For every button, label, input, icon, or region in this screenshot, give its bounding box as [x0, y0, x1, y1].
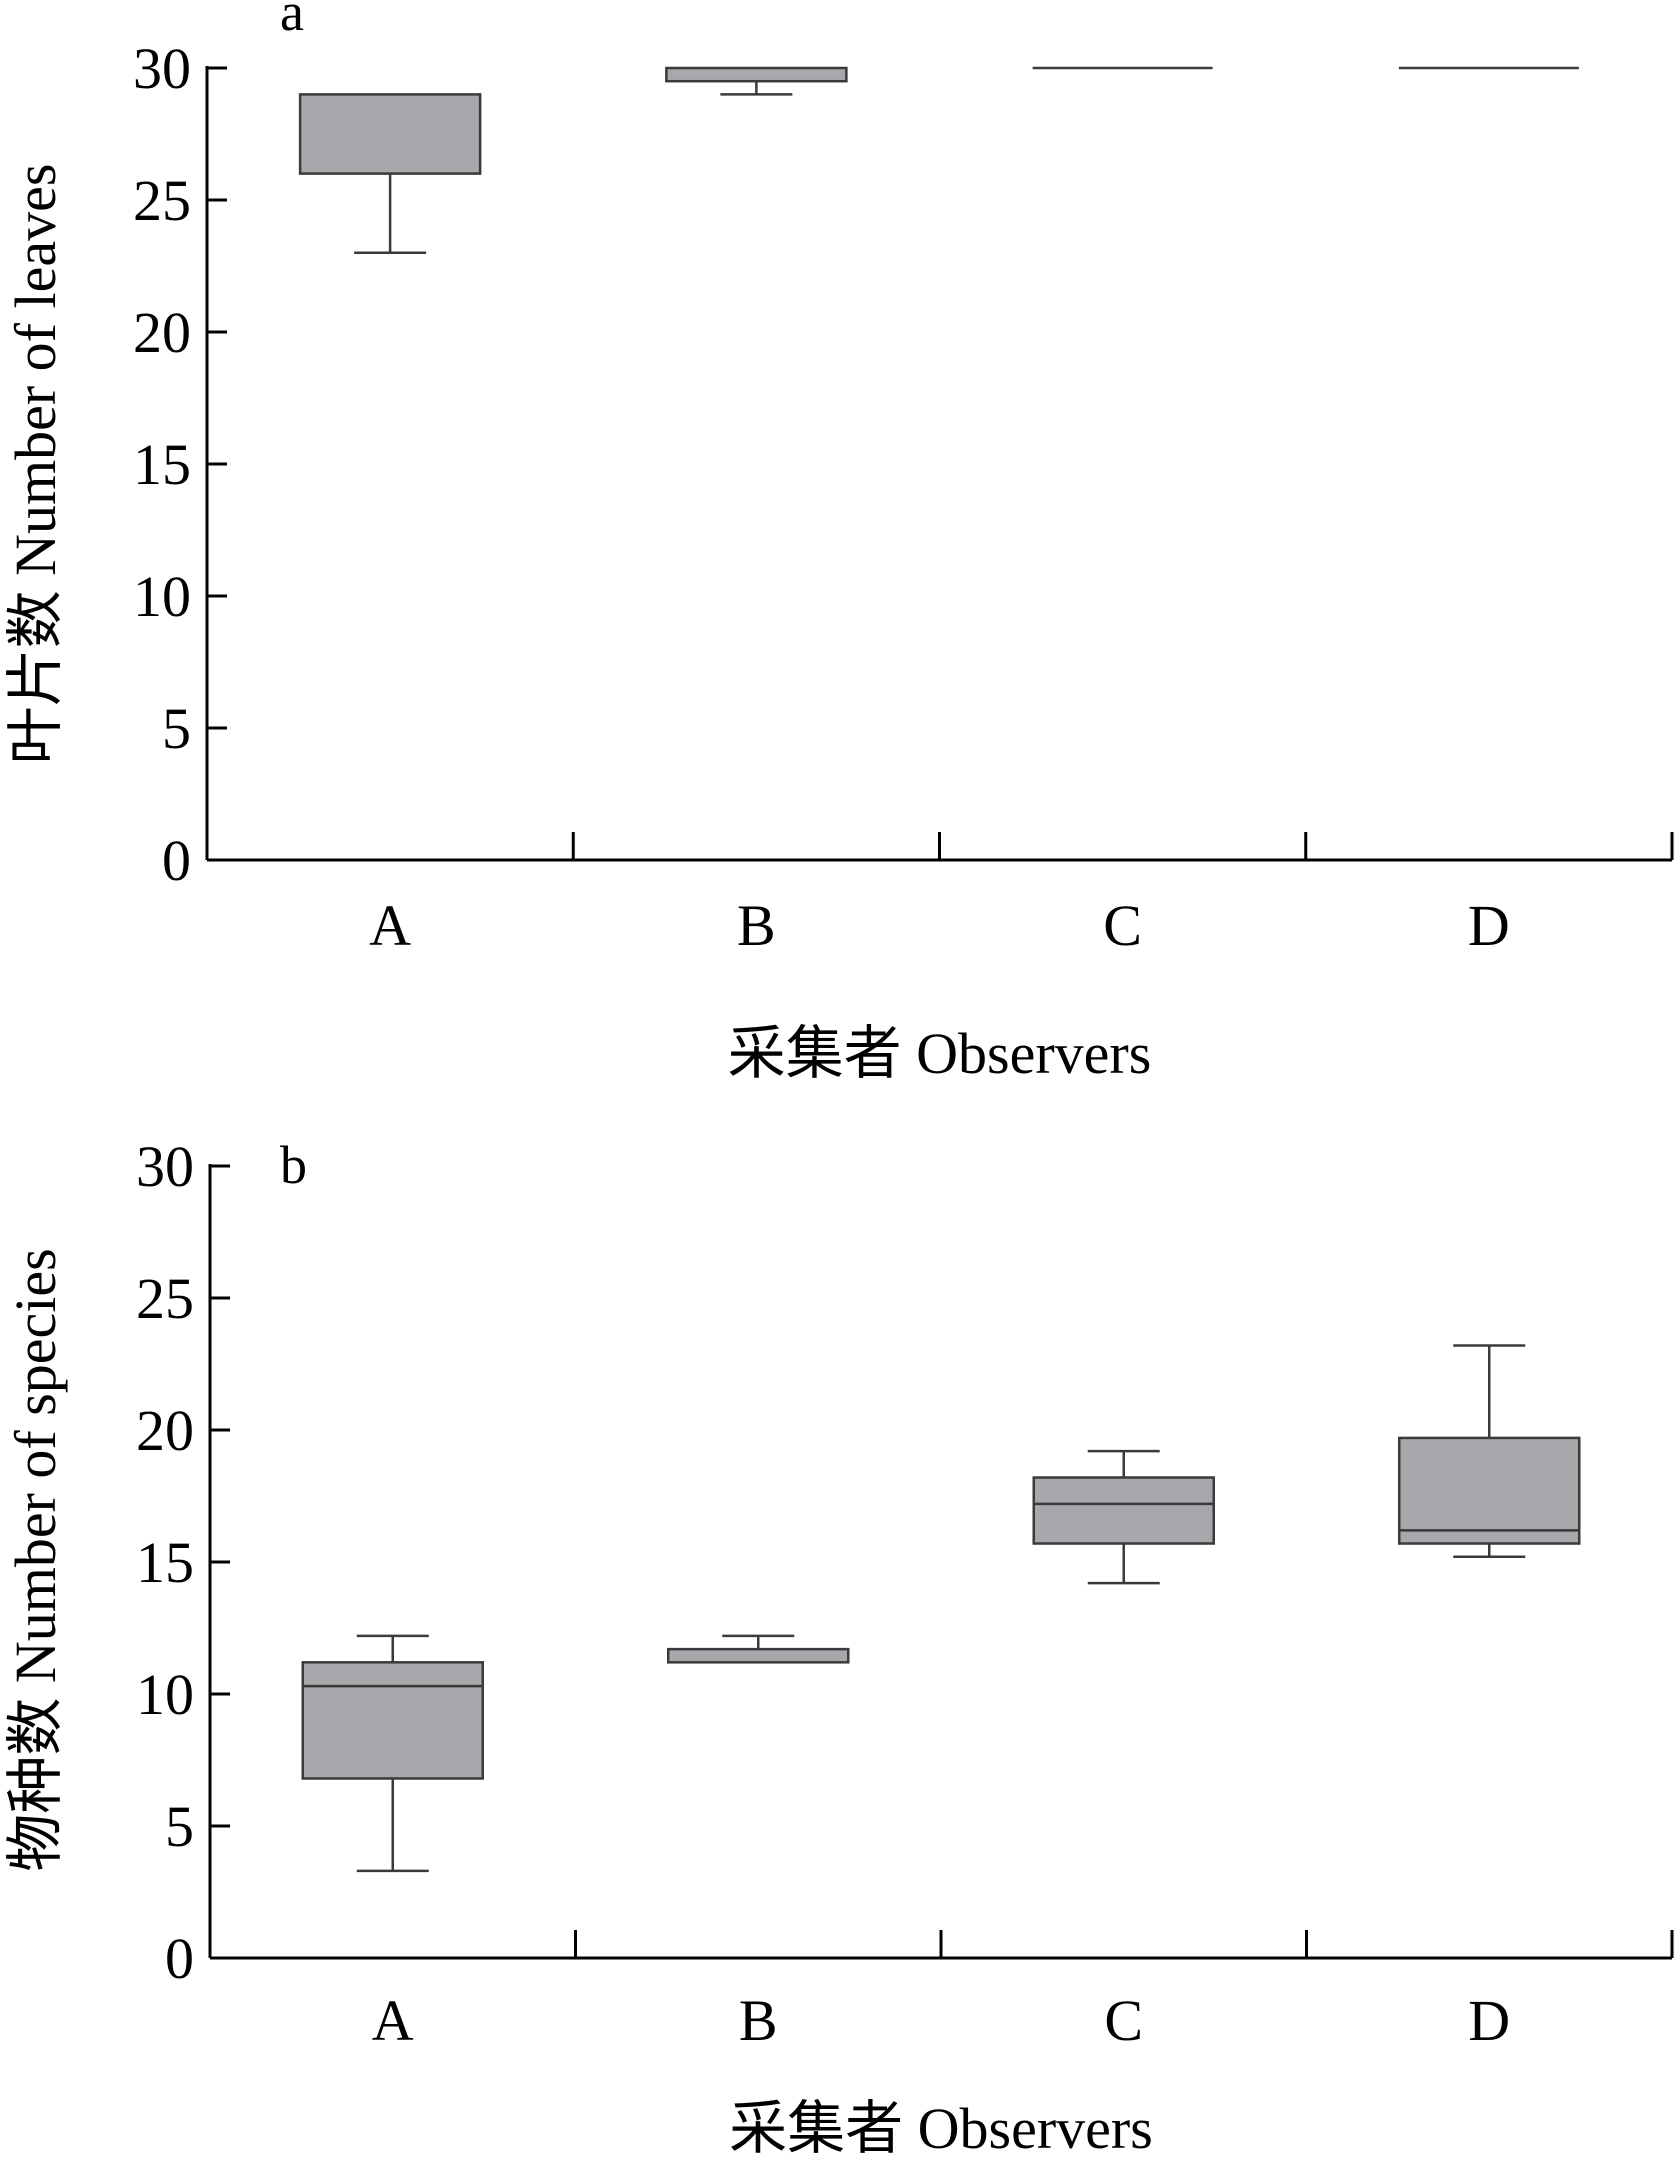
box-C [1032, 1449, 1215, 1585]
y-axis-title: 叶片数 Number of leaves [3, 164, 68, 765]
y-tick-label: 5 [162, 696, 191, 761]
panel-b: 0 5 10 15 20 25 30 A B C Db 采集者 Observers 物种数 Number… [3, 1134, 1674, 2160]
x-tick-label-D: D [1468, 893, 1510, 958]
y-tick-label: 20 [133, 300, 191, 365]
box-body [301, 1661, 484, 1780]
y-tick-label: 0 [162, 828, 191, 893]
y-tick-label: 25 [136, 1266, 194, 1331]
x-tick-label-A: A [369, 893, 411, 958]
x-axis-title: 采集者 Observers [729, 2096, 1153, 2160]
y-tick-label: 10 [136, 1662, 194, 1727]
panel-letter: a [280, 0, 304, 42]
y-tick-label: 30 [133, 36, 191, 101]
box-A [298, 93, 482, 255]
box-body [665, 66, 848, 83]
box-D [1398, 1344, 1581, 1558]
y-tick-label: 15 [136, 1530, 194, 1595]
x-axis-title: 采集者 Observers [728, 1021, 1152, 1086]
y-axis-title: 物种数 Number of species [3, 1248, 68, 1871]
y-tick-label: 10 [133, 564, 191, 629]
y-tick-label: 20 [136, 1398, 194, 1463]
box-body [1032, 1476, 1215, 1545]
x-tick-label-A: A [372, 1988, 414, 2053]
box-body [667, 1647, 850, 1664]
box-B [667, 1634, 850, 1664]
x-tick-label-C: C [1104, 1988, 1143, 2053]
y-tick-label: 0 [165, 1926, 194, 1991]
x-tick-label-B: B [739, 1988, 778, 2053]
x-tick-label-B: B [737, 893, 776, 958]
y-tick-label: 15 [133, 432, 191, 497]
box-B [665, 66, 848, 96]
panel-letter: b [280, 1135, 307, 1195]
box-body [1398, 1436, 1581, 1545]
box-body [298, 93, 482, 175]
x-tick-label-D: D [1468, 1988, 1510, 2053]
y-tick-label: 30 [136, 1134, 194, 1199]
x-tick-label-C: C [1103, 893, 1142, 958]
y-tick-label: 5 [165, 1794, 194, 1859]
box-A [301, 1634, 484, 1873]
y-tick-label: 25 [133, 168, 191, 233]
panel-a: 0 5 10 15 20 25 30 A B C Da 采集者 Observers 叶片数 Number… [3, 0, 1674, 1086]
